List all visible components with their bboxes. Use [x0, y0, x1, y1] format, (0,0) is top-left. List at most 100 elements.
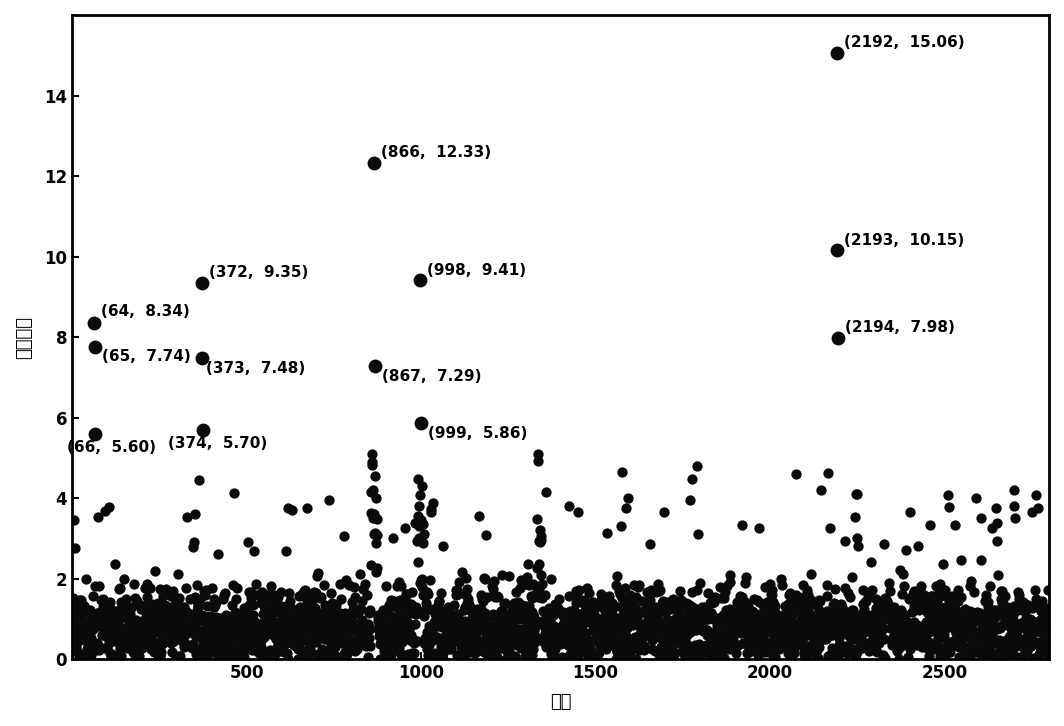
- Point: [117, 622, 134, 634]
- Point: [467, 612, 484, 624]
- Point: [908, 631, 925, 643]
- Point: [364, 448, 381, 460]
- Point: [647, 601, 664, 613]
- Point: [384, 616, 401, 627]
- Point: [492, 617, 509, 629]
- Point: [732, 624, 749, 635]
- Point: [995, 639, 1012, 650]
- Point: [828, 624, 845, 636]
- Point: [794, 636, 811, 648]
- Point: [388, 641, 405, 653]
- Point: [105, 626, 122, 637]
- Point: [659, 624, 676, 636]
- Point: [769, 621, 786, 633]
- Point: [352, 568, 369, 579]
- Point: [654, 653, 671, 664]
- Point: [754, 599, 771, 611]
- Point: [223, 632, 240, 644]
- Point: [714, 645, 731, 656]
- Point: [435, 653, 452, 664]
- Point: [833, 601, 850, 613]
- Point: [1020, 625, 1037, 637]
- Point: [853, 643, 870, 654]
- Point: [477, 529, 494, 541]
- Point: [536, 615, 553, 627]
- Point: [342, 613, 359, 624]
- Point: [254, 617, 271, 629]
- Point: [859, 617, 876, 629]
- Point: [716, 592, 733, 603]
- Point: [708, 648, 725, 659]
- Point: [447, 630, 464, 642]
- Point: [502, 613, 519, 625]
- Point: [907, 599, 924, 611]
- Point: [531, 582, 548, 594]
- Point: [661, 617, 678, 629]
- Point: [1020, 600, 1037, 611]
- Point: [594, 625, 611, 637]
- Point: [114, 597, 131, 609]
- Point: [797, 650, 814, 662]
- Point: [706, 640, 724, 651]
- Point: [672, 595, 689, 606]
- Point: [273, 615, 290, 627]
- Point: [227, 607, 244, 619]
- Point: [431, 595, 448, 607]
- Point: [688, 461, 705, 473]
- Point: [538, 610, 555, 621]
- Point: [95, 616, 112, 627]
- Point: [469, 620, 486, 632]
- Point: [408, 608, 425, 620]
- Point: [491, 622, 508, 634]
- Point: [223, 599, 240, 611]
- Point: [184, 643, 201, 654]
- Point: [654, 646, 671, 658]
- Point: [83, 624, 100, 635]
- Point: [193, 643, 210, 654]
- Point: [113, 605, 130, 616]
- Point: [317, 621, 334, 632]
- Point: [444, 637, 461, 648]
- Point: [417, 597, 434, 609]
- Point: [803, 631, 820, 643]
- Point: [685, 624, 702, 636]
- Point: [88, 612, 105, 624]
- Point: [465, 612, 482, 624]
- Point: [931, 591, 948, 603]
- Point: [1007, 513, 1024, 524]
- Point: [711, 637, 728, 649]
- Point: [771, 615, 788, 627]
- Point: [747, 619, 764, 631]
- Point: [203, 626, 220, 637]
- Point: [154, 631, 171, 643]
- Point: [825, 599, 842, 611]
- Point: [915, 621, 932, 632]
- Point: [328, 626, 345, 637]
- Point: [664, 643, 681, 654]
- Point: [988, 623, 1005, 635]
- Point: [847, 488, 864, 499]
- Point: [86, 342, 103, 354]
- Point: [495, 617, 512, 629]
- Point: [628, 591, 645, 603]
- Point: [156, 615, 173, 627]
- Point: [337, 637, 354, 648]
- Point: [1019, 640, 1036, 652]
- Point: [980, 640, 997, 651]
- Point: [214, 642, 231, 653]
- Point: [914, 622, 931, 634]
- Point: [914, 634, 931, 645]
- Point: [896, 637, 913, 648]
- Point: [998, 645, 1015, 657]
- Point: [945, 640, 962, 651]
- Point: [173, 601, 190, 613]
- Point: [688, 621, 705, 632]
- Point: [604, 610, 621, 621]
- Point: [376, 622, 393, 634]
- Point: [897, 544, 914, 556]
- Point: [925, 612, 942, 624]
- Point: [79, 632, 96, 644]
- Point: [768, 631, 785, 643]
- Point: [583, 608, 600, 619]
- Point: [316, 633, 333, 645]
